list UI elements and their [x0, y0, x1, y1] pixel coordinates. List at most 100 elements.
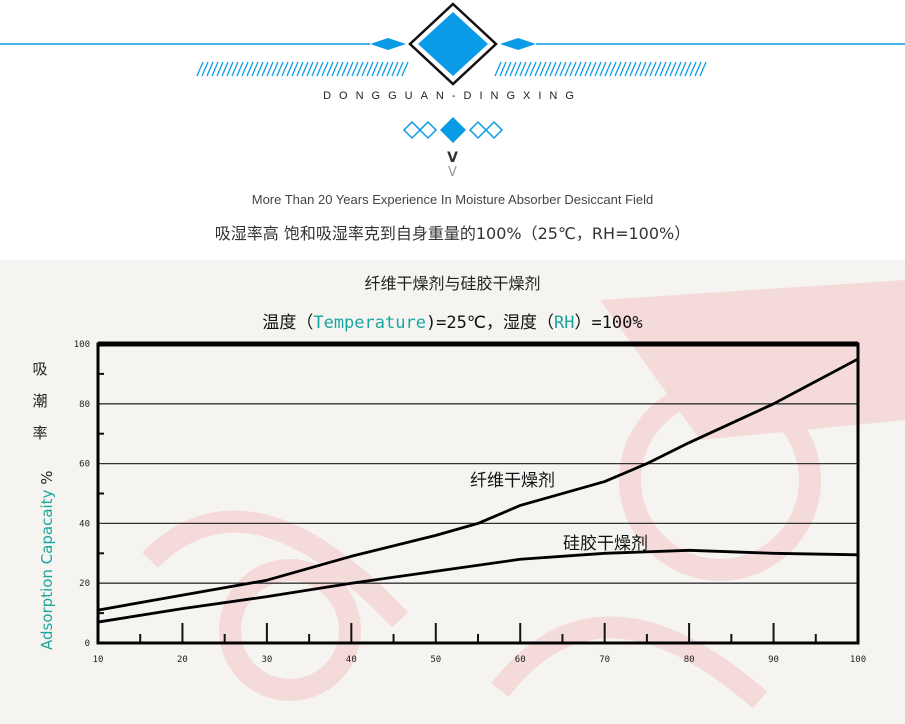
- hatch-stroke: [271, 61, 279, 77]
- hatch-stroke: [689, 61, 697, 77]
- hatch-stroke: [356, 61, 364, 77]
- hatch-stroke: [574, 61, 582, 77]
- hatch-stroke: [499, 61, 507, 77]
- y-tick-label: 0: [85, 639, 90, 649]
- hatch-stroke: [644, 61, 652, 77]
- hatch-stroke: [261, 61, 269, 77]
- hatch-stroke: [614, 61, 622, 77]
- hatch-stroke: [351, 61, 359, 77]
- hatch-stroke: [564, 61, 572, 77]
- x-tick-label: 100: [850, 655, 866, 665]
- series-label-silica: 硅胶干燥剂: [563, 534, 648, 554]
- hatch-stroke: [391, 61, 399, 77]
- y-tick-label: 40: [79, 519, 90, 529]
- hatch-stroke: [659, 61, 667, 77]
- chart-title: 纤维干燥剂与硅胶干燥剂: [364, 274, 541, 293]
- hatch-stroke: [311, 61, 319, 77]
- y-tick-label: 80: [79, 400, 90, 410]
- series-line-silica: [97, 548, 859, 624]
- hatch-stroke: [584, 61, 592, 77]
- y-tick-label: 100: [74, 340, 90, 350]
- header-ornament: [0, 2, 905, 143]
- series-label-fiber: 纤维干燥剂: [470, 471, 555, 491]
- hatch-stroke: [341, 61, 349, 77]
- hatch-stroke: [549, 61, 557, 77]
- hatch-stroke: [226, 61, 234, 77]
- hatch-stroke: [534, 61, 542, 77]
- watermark: [142, 280, 905, 709]
- y-tick-label: 60: [79, 460, 90, 470]
- hatch-stroke: [216, 61, 224, 77]
- hatch-stroke: [569, 61, 577, 77]
- subtitle-temperature: Temperature: [313, 313, 426, 333]
- y-tick-label: 20: [79, 579, 90, 589]
- hatch-stroke: [256, 61, 264, 77]
- subtitle-suffix: ）=100%: [574, 313, 643, 333]
- hatch-stroke: [401, 61, 409, 77]
- chevron-down-icon: V: [447, 150, 458, 166]
- x-tick-label: 80: [684, 655, 695, 665]
- hatch-stroke: [594, 61, 602, 77]
- hatch-stroke: [674, 61, 682, 77]
- hatch-stroke: [664, 61, 672, 77]
- brand-name: DONGGUAN-DINGXING: [323, 90, 582, 102]
- hatch-stroke: [589, 61, 597, 77]
- headline: 吸湿率高 饱和吸湿率克到自身重量的100%（25℃，RH=100%）: [214, 224, 691, 243]
- hatch-stroke: [494, 61, 502, 77]
- chart-subtitle: 温度（Temperature)=25℃，湿度（RH）=100%: [0, 308, 905, 333]
- hatch-stroke: [376, 61, 384, 77]
- hatch-stroke: [504, 61, 512, 77]
- hatch-stroke: [276, 61, 284, 77]
- hatch-stroke: [331, 61, 339, 77]
- big-diamond-icon: [418, 12, 488, 76]
- x-tick-label: 70: [599, 655, 610, 665]
- hatch-stroke: [231, 61, 239, 77]
- chevron-down-icon: V: [448, 165, 457, 180]
- subtitle-prefix: 温度（: [262, 313, 314, 333]
- hatch-stroke: [241, 61, 249, 77]
- hatch-stroke: [649, 61, 657, 77]
- hatch-stroke: [524, 61, 532, 77]
- x-tick-label: 30: [261, 655, 272, 665]
- hatch-stroke: [296, 61, 304, 77]
- hatch-stroke: [306, 61, 314, 77]
- y-label-cn-3: 率: [32, 424, 48, 442]
- hatch-stroke: [326, 61, 334, 77]
- x-tick-label: 90: [768, 655, 779, 665]
- hatch-stroke: [371, 61, 379, 77]
- hatch-decoration: [196, 61, 707, 77]
- series-line-fiber: [97, 357, 859, 612]
- hatch-stroke: [281, 61, 289, 77]
- hatch-stroke: [321, 61, 329, 77]
- diamond-row-icon: [402, 117, 504, 143]
- hatch-stroke: [386, 61, 394, 77]
- y-label-cn-2: 潮: [32, 392, 48, 410]
- small-diamond-left-icon: [370, 38, 406, 50]
- hatch-stroke: [639, 61, 647, 77]
- hatch-stroke: [604, 61, 612, 77]
- x-tick-label: 60: [515, 655, 526, 665]
- hatch-stroke: [669, 61, 677, 77]
- subtitle-rh: RH: [553, 313, 575, 333]
- hatch-stroke: [679, 61, 687, 77]
- hatch-stroke: [509, 61, 517, 77]
- tagline: More Than 20 Years Experience In Moistur…: [251, 192, 654, 207]
- hatch-stroke: [381, 61, 389, 77]
- hatch-stroke: [286, 61, 294, 77]
- hatch-stroke: [684, 61, 692, 77]
- hatch-stroke: [514, 61, 522, 77]
- small-diamond-right-icon: [500, 38, 536, 50]
- hatch-stroke: [361, 61, 369, 77]
- plot-frame: [96, 342, 860, 645]
- hatch-stroke: [599, 61, 607, 77]
- hatch-stroke: [291, 61, 299, 77]
- hatch-stroke: [201, 61, 209, 77]
- hatch-stroke: [211, 61, 219, 77]
- hatch-stroke: [529, 61, 537, 77]
- hatch-stroke: [629, 61, 637, 77]
- hatch-stroke: [221, 61, 229, 77]
- hatch-stroke: [246, 61, 254, 77]
- hatch-stroke: [366, 61, 374, 77]
- x-tick-label: 20: [177, 655, 188, 665]
